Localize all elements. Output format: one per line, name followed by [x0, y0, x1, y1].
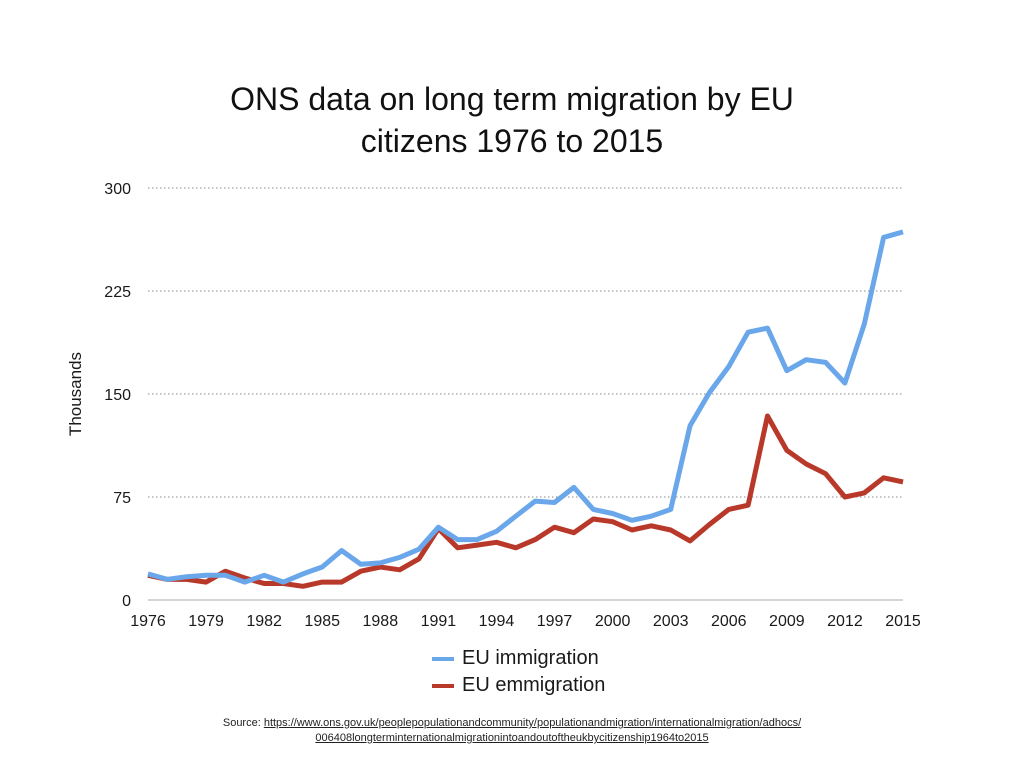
- legend-label-immigration: EU immigration: [462, 647, 599, 669]
- y-tick-label: 225: [104, 284, 131, 301]
- x-tick-label: 1982: [246, 613, 282, 630]
- chart-title: ONS data on long term migration by EU ci…: [0, 78, 1024, 162]
- source-link-line-2[interactable]: 006408longterminternationalmigrationinto…: [315, 732, 709, 744]
- legend-label-emmigration: EU emmigration: [462, 674, 606, 696]
- y-tick-label: 150: [104, 387, 131, 404]
- chart-title-line-2: citizens 1976 to 2015: [360, 123, 664, 159]
- legend-item-emmigration: EU emmigration: [432, 672, 605, 699]
- x-tick-label: 1979: [188, 613, 224, 630]
- x-tick-label: 2006: [711, 613, 747, 630]
- y-tick-label: 300: [104, 181, 131, 198]
- x-tick-label: 1976: [130, 613, 166, 630]
- x-tick-label: 1985: [304, 613, 340, 630]
- legend-swatch-immigration: [432, 656, 454, 661]
- legend-item-immigration: EU immigration: [432, 645, 605, 672]
- x-tick-label: 2003: [653, 613, 689, 630]
- x-tick-label: 2012: [827, 613, 863, 630]
- series-line-emmigration: [147, 413, 904, 589]
- x-tick-label: 1994: [479, 613, 515, 630]
- x-tick-label: 2009: [769, 613, 805, 630]
- legend-swatch-emmigration: [432, 683, 454, 688]
- chart-title-line-1: ONS data on long term migration by EU: [230, 81, 794, 117]
- x-tick-label: 1991: [421, 613, 457, 630]
- series-lines: [147, 229, 904, 589]
- x-tick-label: 2015: [885, 613, 921, 630]
- source-note: Source: https://www.ons.gov.uk/peoplepop…: [0, 716, 1024, 746]
- legend: EU immigration EU emmigration: [432, 645, 605, 699]
- y-tick-label: 0: [122, 593, 131, 610]
- source-link-line-1[interactable]: https://www.ons.gov.uk/peoplepopulationa…: [263, 717, 802, 729]
- y-tick-label: 75: [113, 490, 131, 507]
- line-chart: 0 75 150 225 300 1976 1979 1982 1985 1988 1991 199…: [66, 181, 921, 630]
- x-tick-label: 2000: [595, 613, 631, 630]
- x-axis-tick-labels: 1976 1979 1982 1985 1988 1991 1994 1997 2000 2003…: [130, 613, 921, 630]
- x-tick-label: 1997: [537, 613, 573, 630]
- y-axis-tick-labels: 0 75 150 225 300: [104, 181, 131, 610]
- source-prefix: Source:: [222, 717, 264, 729]
- gridlines: [148, 187, 903, 601]
- y-axis-label: Thousands: [66, 352, 85, 436]
- series-line-immigration: [147, 229, 904, 585]
- x-tick-label: 1988: [363, 613, 399, 630]
